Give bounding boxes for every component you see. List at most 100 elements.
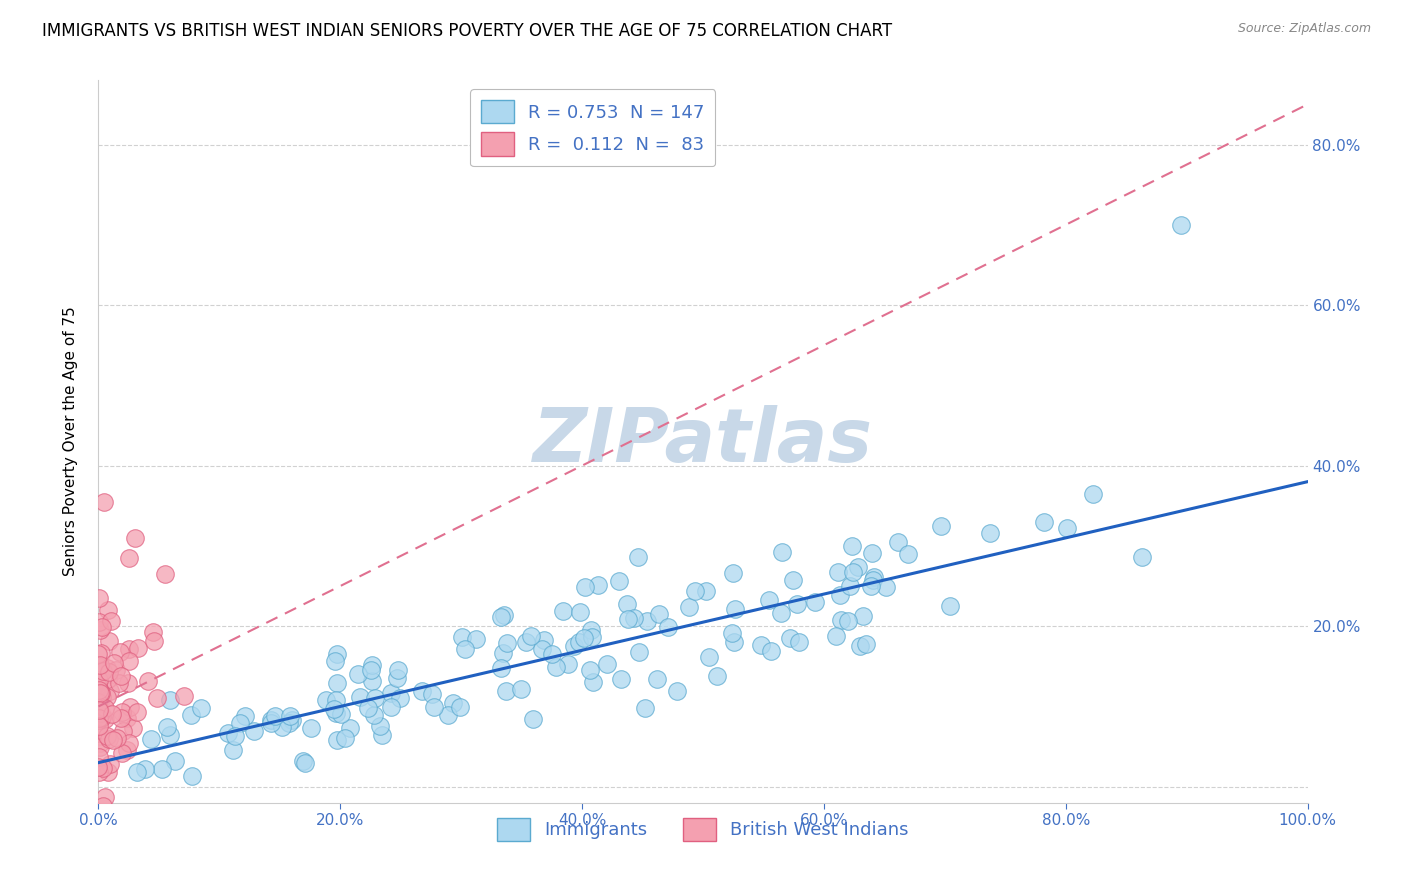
Point xyxy=(749,639,772,653)
Point xyxy=(233,709,256,723)
Point xyxy=(411,684,433,698)
Point xyxy=(127,640,149,655)
Point xyxy=(389,691,412,706)
Point xyxy=(627,549,650,564)
Point xyxy=(770,545,793,559)
Point xyxy=(387,663,409,677)
Point xyxy=(89,684,111,698)
Point xyxy=(222,743,245,757)
Point xyxy=(94,789,117,804)
Point xyxy=(779,631,801,645)
Point xyxy=(142,634,165,648)
Point xyxy=(1170,218,1192,232)
Point xyxy=(89,739,111,754)
Point xyxy=(110,669,132,683)
Point xyxy=(617,612,640,626)
Point xyxy=(579,663,602,677)
Point xyxy=(839,579,862,593)
Point xyxy=(96,730,118,744)
Point xyxy=(278,708,301,723)
Point xyxy=(96,690,118,704)
Point xyxy=(190,701,212,715)
Point xyxy=(89,711,111,725)
Point xyxy=(101,707,124,722)
Point xyxy=(97,603,120,617)
Point xyxy=(110,645,132,659)
Point xyxy=(108,675,131,690)
Point xyxy=(104,663,127,677)
Point xyxy=(657,620,679,634)
Point xyxy=(489,661,512,675)
Point xyxy=(841,540,863,554)
Point xyxy=(89,623,111,637)
Point xyxy=(299,721,322,735)
Point xyxy=(87,659,110,673)
Point xyxy=(568,606,591,620)
Point xyxy=(541,647,564,661)
Point xyxy=(695,584,717,599)
Point xyxy=(489,610,512,624)
Point xyxy=(586,578,609,592)
Point xyxy=(786,598,808,612)
Point xyxy=(368,719,391,733)
Point xyxy=(515,635,537,649)
Point xyxy=(423,699,446,714)
Point xyxy=(852,609,875,624)
Point xyxy=(152,762,174,776)
Point xyxy=(101,733,124,747)
Point xyxy=(291,754,314,768)
Point xyxy=(156,720,179,734)
Point xyxy=(804,595,827,609)
Point xyxy=(769,606,792,620)
Point xyxy=(117,676,139,690)
Legend: Immigrants, British West Indians: Immigrants, British West Indians xyxy=(489,810,917,848)
Point xyxy=(325,647,347,661)
Point xyxy=(87,750,110,764)
Point xyxy=(859,579,882,593)
Y-axis label: Seniors Poverty Over the Age of 75: Seniors Poverty Over the Age of 75 xyxy=(63,307,77,576)
Point xyxy=(89,729,111,743)
Point xyxy=(278,715,301,730)
Point xyxy=(91,690,114,704)
Point xyxy=(173,690,195,704)
Point xyxy=(551,604,574,618)
Point xyxy=(564,640,586,654)
Point xyxy=(325,706,347,721)
Point xyxy=(87,714,110,728)
Point xyxy=(863,570,886,584)
Text: IMMIGRANTS VS BRITISH WEST INDIAN SENIORS POVERTY OVER THE AGE OF 75 CORRELATION: IMMIGRANTS VS BRITISH WEST INDIAN SENIOR… xyxy=(42,22,893,40)
Point xyxy=(125,705,148,719)
Point xyxy=(683,584,706,599)
Point xyxy=(647,607,669,621)
Point xyxy=(546,660,568,674)
Point xyxy=(720,626,742,640)
Point xyxy=(828,588,851,602)
Point xyxy=(89,657,111,672)
Point xyxy=(855,637,877,651)
Point xyxy=(134,762,156,776)
Point xyxy=(264,708,287,723)
Point xyxy=(1056,520,1078,534)
Point xyxy=(849,639,872,653)
Point xyxy=(98,665,121,680)
Point xyxy=(111,746,134,760)
Point xyxy=(938,599,960,613)
Point xyxy=(492,647,515,661)
Point xyxy=(522,712,544,726)
Point xyxy=(420,687,443,701)
Point xyxy=(96,661,118,675)
Point xyxy=(887,535,910,549)
Point xyxy=(364,690,387,705)
Point xyxy=(326,676,349,690)
Point xyxy=(862,573,884,587)
Point xyxy=(224,729,246,743)
Point xyxy=(326,733,349,747)
Point xyxy=(380,699,402,714)
Point xyxy=(228,716,250,731)
Point xyxy=(281,713,304,727)
Point xyxy=(371,728,394,742)
Point xyxy=(1032,515,1054,529)
Point xyxy=(260,714,283,728)
Point xyxy=(647,672,669,686)
Point xyxy=(180,708,202,723)
